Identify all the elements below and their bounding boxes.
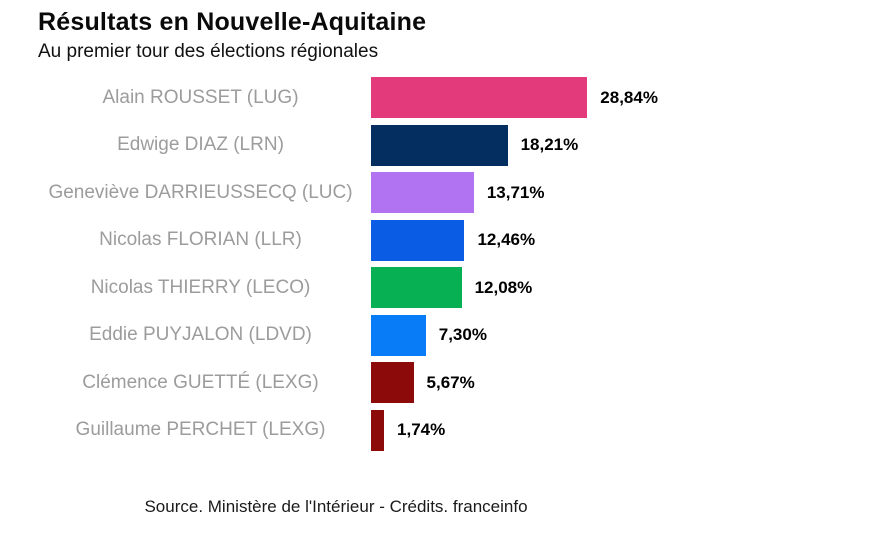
result-bar — [371, 219, 465, 261]
candidate-label: Eddie PUYJALON (LDVD) — [89, 324, 312, 345]
bar-row: Nicolas FLORIAN (LLR) 12,46% — [0, 219, 658, 261]
bar-chart: Alain ROUSSET (LUG) 28,84% Edwige DIAZ (… — [0, 77, 658, 451]
value-label: 1,74% — [397, 420, 446, 439]
page-title: Résultats en Nouvelle-Aquitaine — [38, 8, 427, 36]
candidate-label: Clémence GUETTÉ (LEXG) — [82, 371, 319, 393]
bar-row: Nicolas THIERRY (LECO) 12,08% — [0, 267, 658, 308]
bar-row: Clémence GUETTÉ (LEXG) 5,67% — [0, 362, 658, 403]
result-bar — [371, 362, 414, 403]
source-credit: Source. Ministère de l'Intérieur - Crédi… — [144, 497, 528, 516]
bar-row: Guillaume PERCHET (LEXG) 1,74% — [0, 409, 658, 451]
candidate-label: Geneviève DARRIEUSSECQ (LUC) — [48, 181, 353, 203]
value-label: 18,21% — [520, 135, 579, 154]
value-label: 5,67% — [426, 372, 475, 392]
value-label: 13,71% — [486, 182, 545, 202]
page-subtitle: Au premier tour des élections régionales — [38, 41, 379, 62]
candidate-label: Guillaume PERCHET (LEXG) — [75, 419, 326, 440]
value-label: 28,84% — [600, 87, 658, 107]
result-bar — [371, 267, 462, 308]
bar-row: Eddie PUYJALON (LDVD) 7,30% — [0, 314, 658, 356]
result-bar — [371, 77, 588, 118]
candidate-label: Alain ROUSSET (LUG) — [102, 86, 299, 108]
value-label: 12,08% — [474, 277, 533, 297]
bar-row: Edwige DIAZ (LRN) 18,21% — [0, 124, 658, 166]
result-bar — [371, 314, 426, 356]
candidate-label: Nicolas FLORIAN (LLR) — [99, 229, 302, 250]
bar-row: Geneviève DARRIEUSSECQ (LUC) 13,71% — [0, 172, 658, 213]
result-bar — [371, 172, 474, 213]
bar-row: Alain ROUSSET (LUG) 28,84% — [0, 77, 658, 118]
value-label: 7,30% — [438, 325, 487, 344]
value-label: 12,46% — [477, 230, 536, 249]
candidate-label: Nicolas THIERRY (LECO) — [90, 276, 311, 298]
result-bar — [371, 124, 508, 166]
result-bar — [371, 409, 385, 451]
candidate-label: Edwige DIAZ (LRN) — [117, 134, 284, 155]
